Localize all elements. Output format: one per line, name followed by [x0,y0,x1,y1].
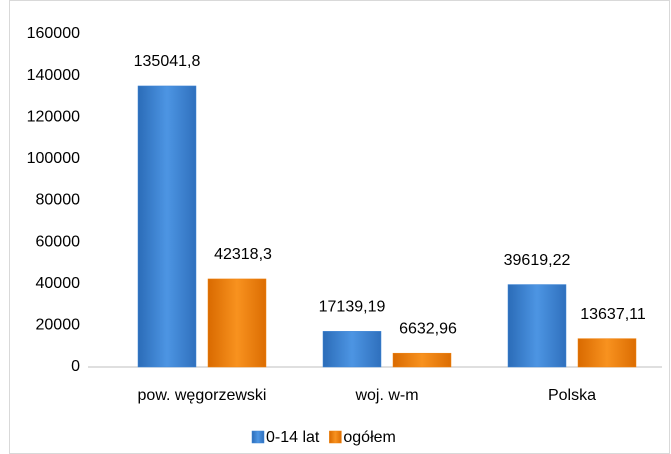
value-label: 17139,19 [319,299,386,316]
value-label: 135041,8 [134,53,201,70]
bar [577,338,637,368]
y-tick-label: 80000 [36,192,81,209]
value-label: 39619,22 [504,252,571,269]
y-tick-label: 160000 [27,25,80,42]
y-tick-label: 60000 [36,233,81,250]
y-tick-label: 120000 [27,108,80,125]
bar [207,278,267,368]
value-label: 42318,3 [214,246,272,263]
bar [137,85,197,368]
y-tick-label: 140000 [27,67,80,84]
bar [392,352,452,368]
y-tick-label: 40000 [36,275,81,292]
bar [507,284,567,368]
legend-swatch [329,430,342,444]
y-tick-label: 20000 [36,317,81,334]
legend-label: ogółem [343,429,395,446]
y-tick-label: 0 [71,358,80,375]
legend-swatch [251,430,265,444]
y-tick-label: 100000 [27,150,80,167]
bar [322,331,382,368]
legend-label: 0-14 lat [266,429,320,446]
x-tick-label: Polska [548,387,596,404]
chart-border [9,0,670,454]
x-tick-label: pow. węgorzewski [138,387,267,404]
value-label: 13637,11 [580,306,646,323]
x-tick-label: woj. w-m [354,387,418,404]
value-label: 6632,96 [399,320,457,337]
